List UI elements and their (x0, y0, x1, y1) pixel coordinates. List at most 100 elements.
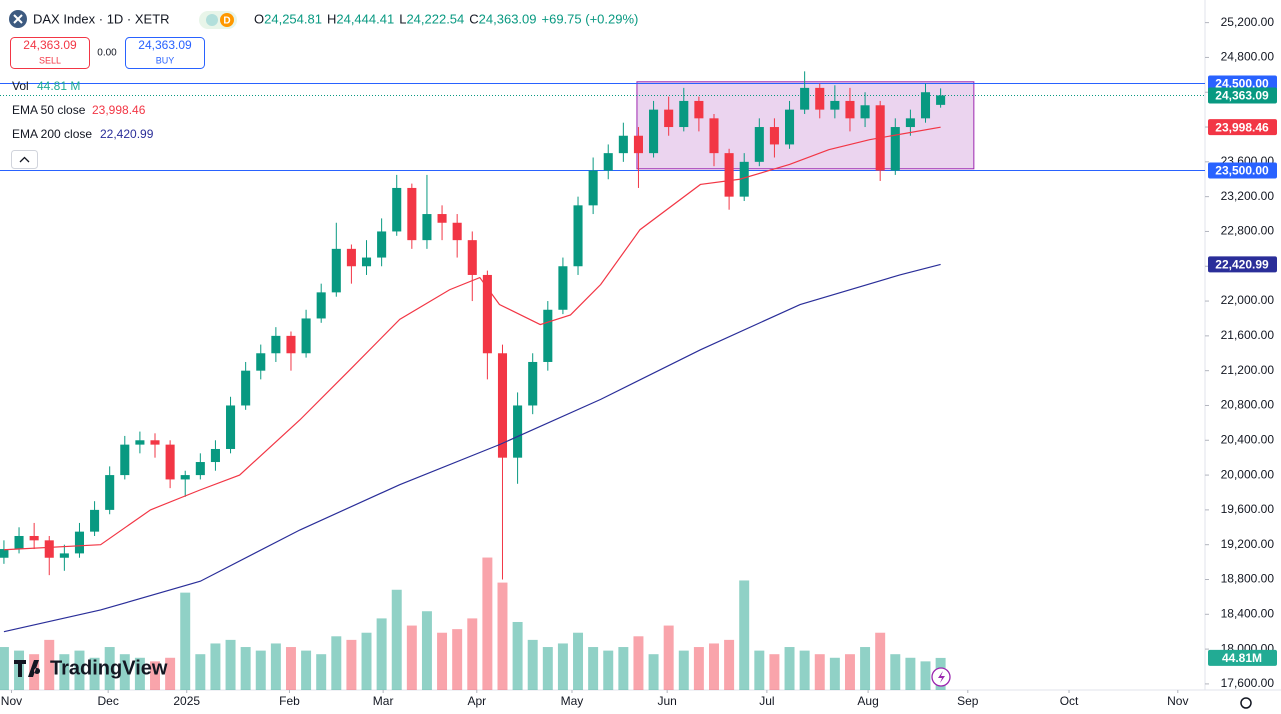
volume-bar (74, 650, 85, 690)
candle-body (543, 309, 553, 362)
symbol-title[interactable]: DAX Index · 1D · XETR (33, 11, 170, 26)
ema-badge-bg (1208, 119, 1277, 136)
candle-body (90, 509, 100, 532)
candle-body (785, 109, 795, 145)
x-tick-label: Apr (467, 694, 486, 708)
y-tick-label: 20,000.00 (1221, 467, 1275, 481)
candle-body (664, 109, 674, 128)
price-line-badge-bg (1208, 87, 1277, 104)
candle-body (603, 153, 613, 171)
collapse-legend-button[interactable] (11, 150, 38, 169)
ema200-legend-value: 22,420.99 (100, 127, 154, 141)
x-tick-label: Feb (279, 694, 300, 708)
candle-body (74, 531, 84, 554)
ema200-legend-name[interactable]: EMA 200 close (12, 127, 92, 141)
delayed-flag-text: D (223, 16, 230, 27)
lightning-icon (938, 671, 945, 683)
price-line-badge: 23,500.00 (1215, 164, 1269, 178)
volume-bar (829, 657, 840, 690)
y-tick-label: 22,000.00 (1221, 293, 1275, 307)
candle-body (830, 100, 840, 110)
volume-legend-name[interactable]: Vol (12, 79, 29, 93)
volume-bar (588, 647, 599, 690)
volume-bar (210, 643, 221, 690)
volume-bar (573, 632, 584, 690)
volume-bar (119, 654, 130, 690)
plot-area (0, 71, 1205, 690)
candle-body (392, 187, 402, 232)
candle-body (256, 353, 266, 371)
volume-bar (255, 650, 266, 690)
y-tick-label: 19,200.00 (1221, 537, 1275, 551)
volume-bar (89, 657, 100, 690)
volume-bar (890, 654, 901, 690)
candle-body (860, 105, 870, 119)
volume-bar (376, 618, 387, 690)
y-tick-label: 22,800.00 (1221, 224, 1275, 238)
candle-body (437, 214, 447, 223)
volume-bar (844, 654, 855, 690)
volume-bar (452, 629, 463, 690)
y-tick-label: 18,800.00 (1221, 572, 1275, 586)
candle-body (361, 257, 372, 267)
ema50-legend-name[interactable]: EMA 50 close (12, 103, 86, 117)
volume-bar (437, 632, 448, 690)
volume-bar (527, 639, 538, 690)
x-tick-label: Nov (1, 694, 22, 708)
sell-button[interactable] (10, 37, 90, 69)
volume-bar (331, 636, 342, 690)
volume-bar (497, 582, 508, 690)
candle-body (815, 87, 825, 110)
volume-bar (391, 589, 402, 690)
ema-badge: 22,420.99 (1215, 258, 1269, 272)
volume-bar (467, 618, 478, 690)
candle-body (150, 440, 160, 445)
volume-bar (603, 650, 614, 690)
volume-bar (693, 647, 704, 690)
volume-bar (799, 650, 810, 690)
buy-button[interactable] (125, 37, 205, 69)
sell-label: SELL (39, 55, 61, 65)
candle-body (346, 248, 356, 267)
volume-bar (663, 625, 674, 690)
candle-body (558, 266, 568, 310)
x-tick-label: Aug (857, 694, 878, 708)
candle-body (920, 92, 931, 119)
volume-bar (482, 557, 493, 690)
y-tick-label: 21,200.00 (1221, 363, 1275, 377)
settings-button[interactable] (1240, 697, 1252, 709)
volume-bar (421, 611, 432, 690)
y-tick-label: 20,400.00 (1221, 432, 1275, 446)
volume-bar (361, 632, 372, 690)
volume-bar (59, 654, 70, 690)
y-tick-label: 25,200.00 (1221, 15, 1275, 29)
volume-bar (709, 643, 719, 690)
volume-badge-bg (1208, 649, 1277, 666)
candle-body (482, 274, 492, 354)
ohlc-value: 24,444.41 (336, 11, 394, 26)
sell-price: 24,363.09 (23, 38, 77, 52)
ohlc-key: O (254, 11, 264, 26)
volume-bar (195, 654, 206, 690)
candle-body (29, 535, 39, 541)
delayed-flag (220, 13, 234, 27)
volume-bar (724, 639, 735, 690)
change: +69.75 (+0.29%) (542, 11, 639, 26)
volume-bar (769, 654, 780, 690)
price-line-badge: 24,500.00 (1215, 77, 1269, 91)
volume-bar (104, 647, 115, 690)
candle-body (724, 153, 734, 197)
candle-body (241, 370, 251, 406)
candle-body (301, 318, 311, 354)
x-tick-label: Jun (657, 694, 676, 708)
candle-body (769, 127, 779, 145)
volume-bar (633, 636, 644, 690)
volume-bar (542, 647, 553, 690)
volume-bar (240, 647, 251, 690)
candle-body (618, 135, 628, 154)
candle-body (422, 214, 432, 241)
y-tick-label: 19,600.00 (1221, 502, 1275, 516)
y-tick-label: 17,600.00 (1221, 676, 1275, 690)
volume-bar (920, 661, 931, 690)
